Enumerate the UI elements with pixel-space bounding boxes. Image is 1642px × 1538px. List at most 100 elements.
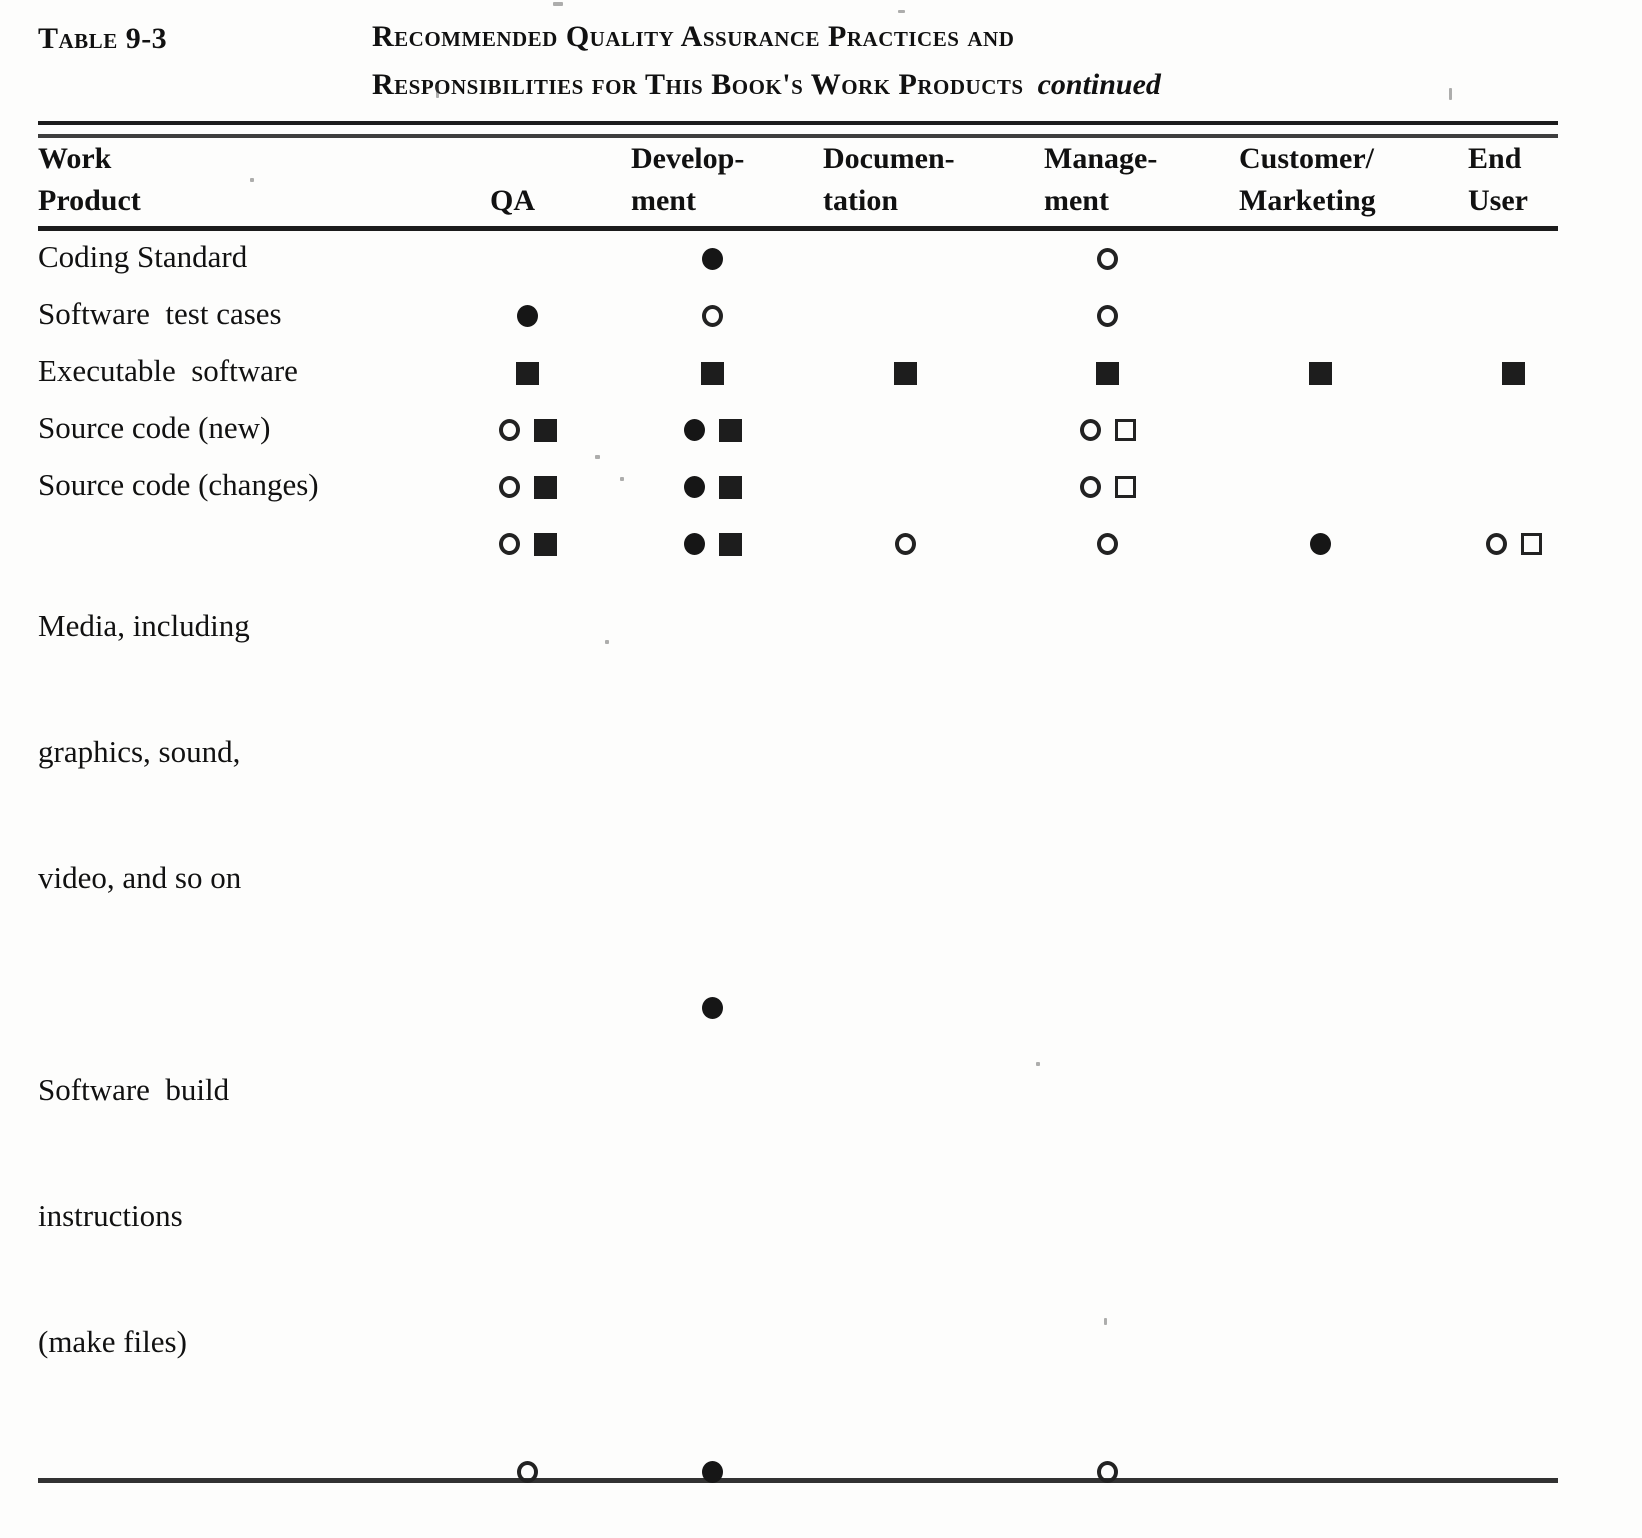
table-caption-number: Table 9-3 xyxy=(38,22,168,55)
cell-documentation xyxy=(810,405,1000,451)
row-label-line: Source code (new) xyxy=(38,410,271,445)
filled-circle-icon xyxy=(1309,533,1331,555)
column-header-end-user: End User xyxy=(1425,137,1558,222)
scan-speck xyxy=(553,2,563,6)
open-circle-icon xyxy=(1097,305,1118,327)
open-circle-icon xyxy=(498,419,520,441)
cell-qa xyxy=(440,983,615,1029)
filled-square-icon xyxy=(1502,361,1525,385)
scan-speck xyxy=(620,477,624,481)
cell-documentation xyxy=(810,348,1000,394)
cell-customer-marketing xyxy=(1215,1447,1425,1493)
filled-square-icon xyxy=(533,532,557,556)
open-circle-icon xyxy=(1079,476,1101,498)
cell-qa xyxy=(440,1447,615,1493)
table-row-coding-standard: Coding Standard xyxy=(38,234,1558,291)
filled-square-icon xyxy=(718,475,742,499)
column-header-customer-marketing: Customer/ Marketing xyxy=(1215,137,1425,222)
row-label-line: instructions xyxy=(38,1198,183,1233)
header-line: tation xyxy=(823,184,898,217)
header-line: Product xyxy=(38,184,141,217)
work-product-label: Executable software xyxy=(38,348,440,392)
row-label-line: Software test cases xyxy=(38,296,282,331)
filled-circle-icon xyxy=(683,533,705,555)
cell-customer-marketing xyxy=(1215,983,1425,1029)
filled-circle-icon xyxy=(517,305,538,327)
header-line: ment xyxy=(631,184,696,217)
cell-end-user xyxy=(1447,462,1580,508)
row-label-line: Detailed Design xyxy=(38,1533,440,1538)
cell-end-user xyxy=(1447,983,1580,1029)
open-circle-icon xyxy=(498,533,520,555)
cell-development xyxy=(615,405,810,451)
cell-qa xyxy=(440,291,615,337)
header-line: Work xyxy=(38,142,112,175)
open-circle-icon xyxy=(498,476,520,498)
table-row-software-build-instructions: Software build instructions (make files) xyxy=(38,983,1558,1447)
cell-end-user xyxy=(1447,348,1580,394)
cell-customer-marketing xyxy=(1215,291,1425,337)
header-bottom-rule xyxy=(38,226,1558,231)
header-line: Marketing xyxy=(1239,184,1376,217)
filled-circle-icon xyxy=(702,248,723,270)
cell-qa xyxy=(440,405,615,451)
header-line: End xyxy=(1468,142,1522,175)
column-header-qa: QA xyxy=(440,137,615,222)
open-circle-icon xyxy=(1097,533,1118,555)
cell-qa xyxy=(440,234,615,280)
header-line: ment xyxy=(1044,184,1109,217)
cell-qa xyxy=(440,348,615,394)
cell-development xyxy=(615,462,810,508)
open-square-icon xyxy=(1520,533,1542,555)
scan-speck xyxy=(250,178,254,182)
table-title-line1: Recommended Quality Assurance Practices … xyxy=(372,20,1015,53)
cell-documentation xyxy=(810,291,1000,337)
open-circle-icon xyxy=(894,533,916,555)
table-row-executable-software: Executable software xyxy=(38,348,1558,405)
open-circle-icon xyxy=(1079,419,1101,441)
table-title-continued: continued xyxy=(1037,68,1161,101)
cell-development xyxy=(615,348,810,394)
row-label-line: Software build xyxy=(38,1072,230,1107)
cell-customer-marketing xyxy=(1215,462,1425,508)
cell-development xyxy=(615,234,810,280)
work-product-label: Source code (changes) xyxy=(38,462,440,506)
header-line: Customer/ xyxy=(1239,142,1374,175)
cell-qa xyxy=(440,462,615,508)
filled-circle-icon xyxy=(702,997,723,1019)
header-line: Manage- xyxy=(1044,142,1158,175)
cell-development xyxy=(615,1447,810,1493)
filled-square-icon xyxy=(1308,361,1332,385)
cell-end-user xyxy=(1447,1447,1580,1493)
work-product-label: Detailed Design Documents xyxy=(38,1447,440,1538)
row-label-line: Executable software xyxy=(38,353,298,388)
table-title-line2-text: Responsibilities for This Book's Work Pr… xyxy=(372,68,1024,101)
header-line: QA xyxy=(490,184,535,217)
cell-management xyxy=(1000,983,1215,1029)
cell-end-user xyxy=(1447,519,1580,565)
open-square-icon xyxy=(1114,419,1136,441)
table-bottom-rule xyxy=(38,1478,1558,1483)
filled-square-icon xyxy=(701,361,724,385)
table-row-software-test-cases: Software test cases xyxy=(38,291,1558,348)
open-circle-icon xyxy=(517,1461,538,1483)
scan-speck xyxy=(595,455,600,459)
filled-square-icon xyxy=(516,361,539,385)
top-double-rule-lower xyxy=(38,134,1558,138)
row-label-line: Media, including xyxy=(38,608,250,643)
open-circle-icon xyxy=(702,305,723,327)
header-line: Develop- xyxy=(631,142,745,175)
cell-end-user xyxy=(1447,234,1580,280)
cell-development xyxy=(615,983,810,1029)
table-header-row: Work Product QA Develop- ment Documen- t… xyxy=(38,137,1558,222)
scan-speck xyxy=(605,640,609,644)
cell-customer-marketing xyxy=(1215,234,1425,280)
column-header-work-product: Work Product xyxy=(38,137,440,222)
cell-development xyxy=(615,291,810,337)
work-product-label: Coding Standard xyxy=(38,234,440,278)
cell-end-user xyxy=(1447,405,1580,451)
cell-documentation xyxy=(810,234,1000,280)
open-square-icon xyxy=(1114,476,1136,498)
header-line: User xyxy=(1468,184,1528,217)
